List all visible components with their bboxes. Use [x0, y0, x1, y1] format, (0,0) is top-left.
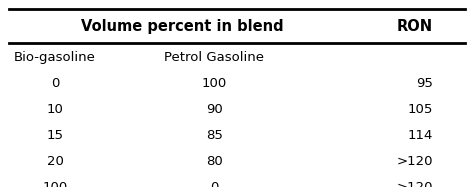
- Text: RON: RON: [397, 19, 433, 34]
- Text: >120: >120: [396, 155, 433, 168]
- Text: 15: 15: [46, 129, 64, 142]
- Text: >120: >120: [396, 181, 433, 187]
- Text: 100: 100: [201, 77, 227, 90]
- Text: Bio-gasoline: Bio-gasoline: [14, 51, 96, 64]
- Text: 10: 10: [46, 103, 64, 116]
- Text: 105: 105: [407, 103, 433, 116]
- Text: 90: 90: [206, 103, 223, 116]
- Text: 85: 85: [206, 129, 223, 142]
- Text: 0: 0: [51, 77, 59, 90]
- Text: 100: 100: [42, 181, 68, 187]
- Text: 0: 0: [210, 181, 219, 187]
- Text: 80: 80: [206, 155, 223, 168]
- Text: 114: 114: [407, 129, 433, 142]
- Text: Petrol Gasoline: Petrol Gasoline: [164, 51, 264, 64]
- Text: 20: 20: [46, 155, 64, 168]
- Text: 95: 95: [416, 77, 433, 90]
- Text: Volume percent in blend: Volume percent in blend: [81, 19, 284, 34]
